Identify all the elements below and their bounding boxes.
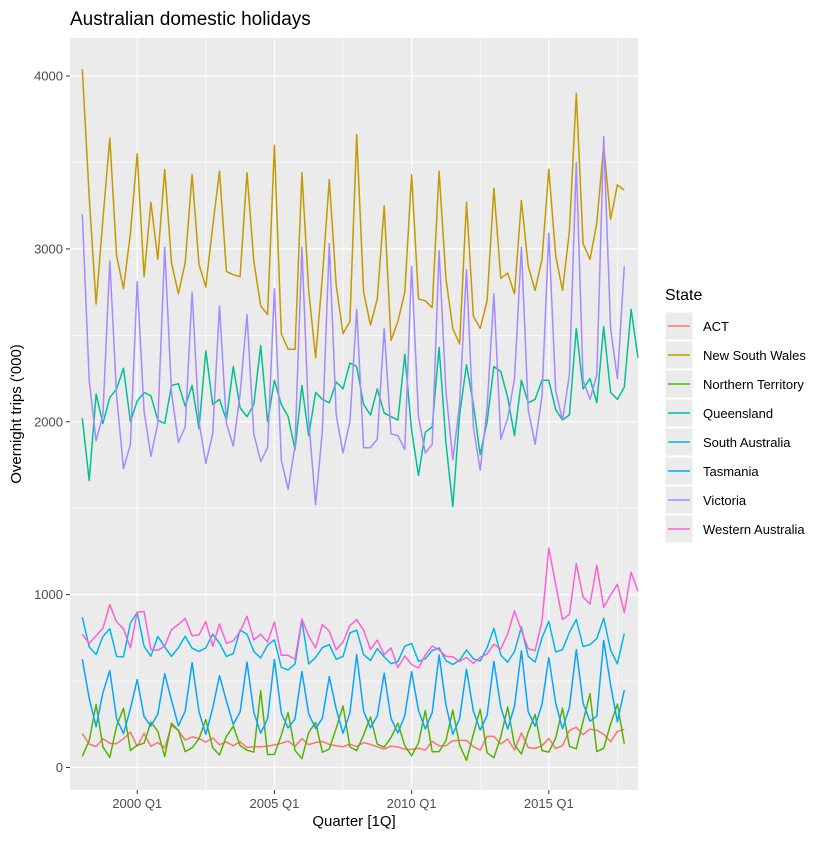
x-tick-label: 2000 Q1	[112, 796, 162, 811]
y-tick-label: 4000	[34, 69, 63, 84]
y-tick-label: 1000	[34, 587, 63, 602]
series-line-western-australia	[81, 547, 639, 669]
legend-label: New South Wales	[703, 348, 806, 363]
chart-title: Australian domestic holidays	[70, 9, 311, 30]
legend-label: Northern Territory	[703, 377, 804, 392]
legend-label: Tasmania	[703, 464, 759, 479]
y-tick-label: 3000	[34, 241, 63, 256]
legend: State ACT New South Wales Northern Territo…	[664, 287, 806, 544]
series-line-new-south-wales	[81, 69, 625, 359]
x-tick-label: 2015 Q1	[524, 796, 574, 811]
legend-label: ACT	[703, 319, 729, 334]
series-line-victoria	[81, 135, 626, 506]
x-tick-label: 2005 Q1	[249, 796, 299, 811]
gridlines	[70, 38, 638, 790]
legend-label: Victoria	[703, 493, 747, 508]
series-line-northern-territory	[81, 690, 626, 762]
series-lines	[81, 69, 639, 762]
legend-label: South Australia	[703, 435, 791, 450]
y-axis-label: Overnight trips ('000)	[8, 344, 25, 484]
legend-label: Western Australia	[703, 522, 805, 537]
series-line-tasmania	[81, 639, 626, 736]
legend-label: Queensland	[703, 406, 773, 421]
y-tick-label: 0	[56, 760, 63, 775]
y-tick-label: 2000	[34, 414, 63, 429]
series-line-act	[81, 724, 625, 751]
series-line-south-australia	[81, 611, 626, 671]
x-axis-label: Quarter [1Q]	[312, 813, 395, 830]
y-axis: 0 1000 2000 3000 4000	[34, 69, 70, 775]
x-tick-label: 2010 Q1	[387, 796, 437, 811]
x-axis: 2000 Q1 2005 Q1 2010 Q1 2015 Q1	[112, 790, 574, 811]
legend-title: State	[665, 287, 702, 304]
plot-panel	[70, 38, 638, 790]
